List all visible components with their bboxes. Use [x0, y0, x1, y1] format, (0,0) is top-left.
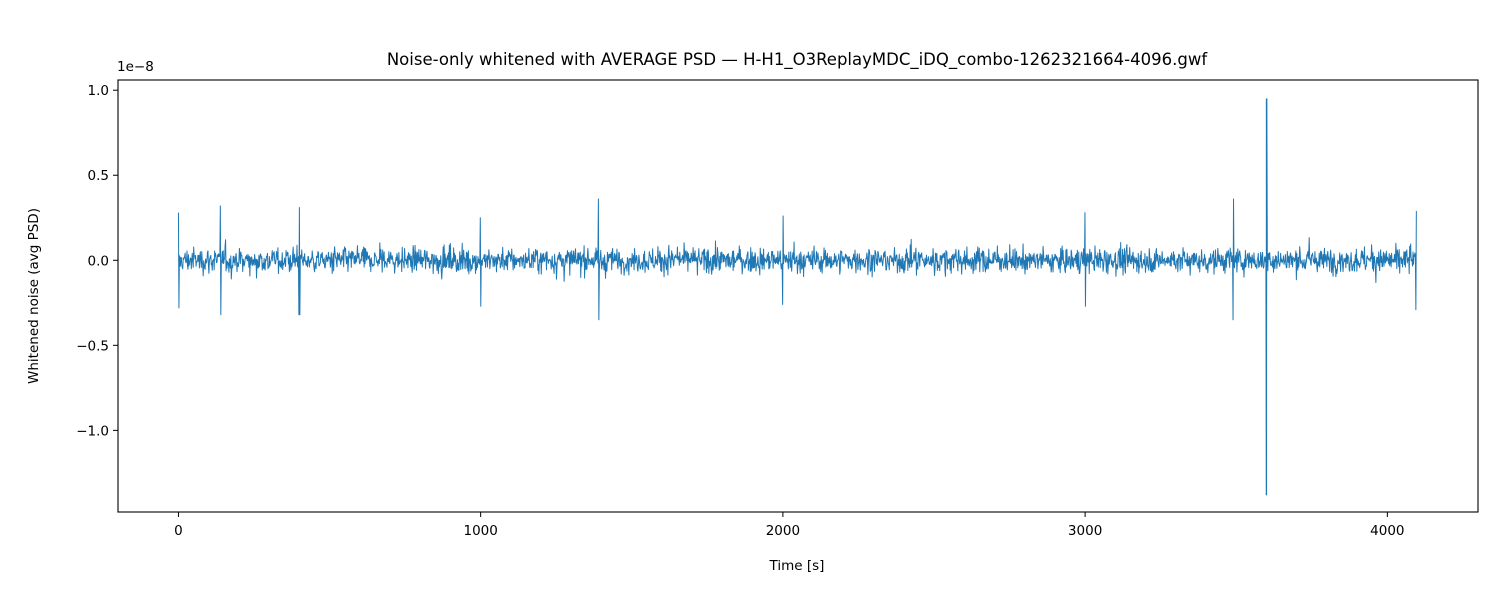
- y-offset-label: 1e−8: [117, 59, 154, 75]
- y-tick-label: 1.0: [88, 83, 109, 99]
- x-axis-label: Time [s]: [769, 558, 825, 574]
- y-tick-label: 0.5: [88, 168, 109, 184]
- y-axis-label: Whitened noise (avg PSD): [26, 208, 42, 384]
- chart-title: Noise-only whitened with AVERAGE PSD — H…: [387, 50, 1208, 70]
- x-axis: 0 1000 2000 3000 4000: [174, 512, 1405, 539]
- x-tick-label: 2000: [766, 523, 800, 539]
- y-tick-label: −1.0: [76, 423, 109, 439]
- series-layer: [177, 98, 1417, 496]
- x-tick-label: 3000: [1068, 523, 1102, 539]
- x-tick-label: 4000: [1370, 523, 1404, 539]
- y-tick-label: −0.5: [76, 338, 109, 354]
- x-tick-label: 1000: [463, 523, 497, 539]
- plot-area: [117, 79, 1479, 513]
- y-tick-label: 0.0: [88, 253, 109, 269]
- axes-frame: [117, 79, 1479, 513]
- series-line: [177, 98, 1417, 496]
- y-axis: −1.0 −0.5 0.0 0.5 1.0: [76, 83, 118, 439]
- x-tick-label: 0: [174, 523, 183, 539]
